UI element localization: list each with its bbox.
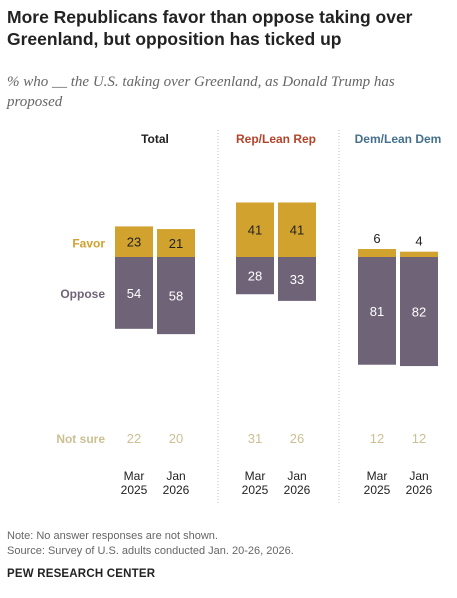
period-month-rep-lean-rep-mar-2025: Mar (245, 469, 266, 483)
favor-bar-total-mar-2025 (115, 226, 153, 257)
row-label-not-sure: Not sure (56, 432, 105, 446)
oppose-bar-dem-lean-dem-jan-2026 (400, 257, 438, 367)
chart-title: More Republicans favor than oppose takin… (7, 7, 413, 49)
row-label-favor: Favor (72, 236, 105, 250)
oppose-value-rep-lean-rep-jan-2026: 33 (290, 272, 304, 287)
chart-note: Note: No answer responses are not shown. (7, 530, 218, 542)
not-sure-value-total-mar-2025: 22 (127, 431, 141, 446)
oppose-value-dem-lean-dem-jan-2026: 82 (412, 305, 426, 320)
not-sure-value-dem-lean-dem-jan-2026: 12 (412, 431, 426, 446)
oppose-bar-rep-lean-rep-mar-2025 (236, 257, 274, 295)
favor-value-total-mar-2025: 23 (127, 235, 141, 250)
period-year-dem-lean-dem-mar-2025: 2025 (364, 483, 391, 497)
period-month-rep-lean-rep-jan-2026: Jan (287, 469, 306, 483)
not-sure-value-rep-lean-rep-mar-2025: 31 (248, 431, 262, 446)
period-year-rep-lean-rep-jan-2026: 2026 (284, 483, 311, 497)
favor-bar-rep-lean-rep-mar-2025 (236, 202, 274, 257)
favor-value-dem-lean-dem-mar-2025: 6 (373, 231, 380, 246)
period-year-dem-lean-dem-jan-2026: 2026 (406, 483, 433, 497)
oppose-bar-total-mar-2025 (115, 257, 153, 329)
oppose-value-rep-lean-rep-mar-2025: 28 (248, 269, 262, 284)
period-month-dem-lean-dem-mar-2025: Mar (367, 469, 388, 483)
favor-value-rep-lean-rep-mar-2025: 41 (248, 223, 262, 238)
period-month-dem-lean-dem-jan-2026: Jan (409, 469, 428, 483)
oppose-value-total-jan-2026: 58 (169, 289, 183, 304)
oppose-bar-rep-lean-rep-jan-2026 (278, 257, 316, 301)
chart-subtitle: % who __ the U.S. taking over Greenland,… (7, 74, 395, 110)
group-header-total: Total (141, 132, 169, 146)
period-year-total-jan-2026: 2026 (163, 483, 190, 497)
chart-source: Source: Survey of U.S. adults conducted … (7, 545, 294, 557)
oppose-bar-total-jan-2026 (157, 257, 195, 335)
row-label-oppose: Oppose (60, 287, 105, 301)
favor-bar-dem-lean-dem-jan-2026 (400, 251, 438, 257)
group-header-rep-lean-rep: Rep/Lean Rep (236, 132, 316, 146)
group-header-dem-lean-dem: Dem/Lean Dem (355, 132, 442, 146)
oppose-value-total-mar-2025: 54 (127, 286, 141, 301)
favor-value-rep-lean-rep-jan-2026: 41 (290, 223, 304, 238)
period-month-total-mar-2025: Mar (124, 469, 145, 483)
period-month-total-jan-2026: Jan (166, 469, 185, 483)
favor-value-dem-lean-dem-jan-2026: 4 (415, 234, 422, 249)
favor-bar-dem-lean-dem-mar-2025 (358, 249, 396, 257)
not-sure-value-total-jan-2026: 20 (169, 431, 183, 446)
period-year-total-mar-2025: 2025 (121, 483, 148, 497)
period-year-rep-lean-rep-mar-2025: 2025 (242, 483, 269, 497)
oppose-value-dem-lean-dem-mar-2025: 81 (370, 304, 384, 319)
oppose-bar-dem-lean-dem-mar-2025 (358, 257, 396, 365)
favor-bar-total-jan-2026 (157, 229, 195, 257)
favor-bar-rep-lean-rep-jan-2026 (278, 202, 316, 257)
not-sure-value-dem-lean-dem-mar-2025: 12 (370, 431, 384, 446)
not-sure-value-rep-lean-rep-jan-2026: 26 (290, 431, 304, 446)
brand-logo-text: PEW RESEARCH CENTER (7, 568, 156, 580)
favor-value-total-jan-2026: 21 (169, 236, 183, 251)
